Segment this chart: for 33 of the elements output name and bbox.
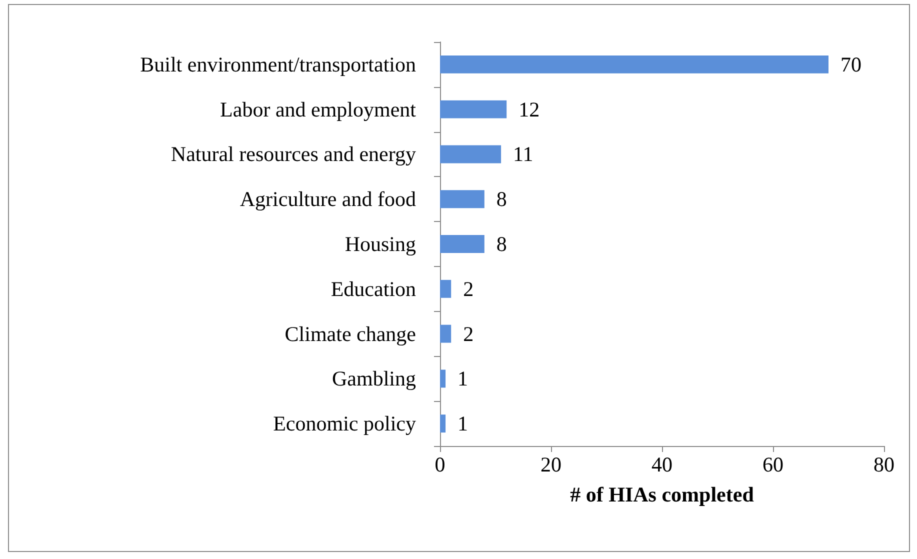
bar bbox=[440, 370, 446, 388]
y-tick-label: Built environment/transportation bbox=[140, 52, 416, 76]
bar bbox=[440, 324, 452, 343]
bar bbox=[440, 55, 828, 74]
y-tick-label: Housing bbox=[344, 232, 416, 256]
bar bbox=[440, 145, 502, 164]
x-tick-label: 20 bbox=[540, 452, 562, 476]
y-tick-label: Gambling bbox=[332, 366, 416, 391]
bar bbox=[440, 414, 446, 433]
x-tick-label: 0 bbox=[434, 452, 446, 476]
bar bbox=[440, 235, 484, 253]
x-tick-label: 40 bbox=[652, 452, 672, 476]
y-tick-label: Labor and employment bbox=[220, 97, 416, 122]
y-tick-label: Economic policy bbox=[273, 412, 416, 436]
data-label: 12 bbox=[518, 97, 540, 122]
data-label: 1 bbox=[458, 412, 468, 436]
bar bbox=[440, 190, 484, 208]
y-tick-label: Agriculture and food bbox=[240, 187, 416, 212]
x-tick-label: 60 bbox=[762, 452, 784, 476]
y-tick-label: Education bbox=[330, 276, 416, 301]
data-label: 8 bbox=[496, 232, 507, 256]
data-label: 2 bbox=[463, 276, 474, 301]
y-tick-label: Natural resources and energy bbox=[170, 142, 416, 166]
bar bbox=[440, 100, 507, 118]
data-label: 2 bbox=[463, 322, 474, 346]
data-label: 1 bbox=[458, 366, 468, 391]
data-label: 70 bbox=[840, 52, 862, 76]
x-axis-title: # of HIAs completed bbox=[570, 482, 754, 506]
data-label: 11 bbox=[513, 142, 534, 166]
x-tick-label: 80 bbox=[874, 452, 894, 476]
bar bbox=[440, 280, 452, 298]
data-label: 8 bbox=[496, 187, 507, 212]
y-tick-label: Climate change bbox=[284, 322, 416, 346]
